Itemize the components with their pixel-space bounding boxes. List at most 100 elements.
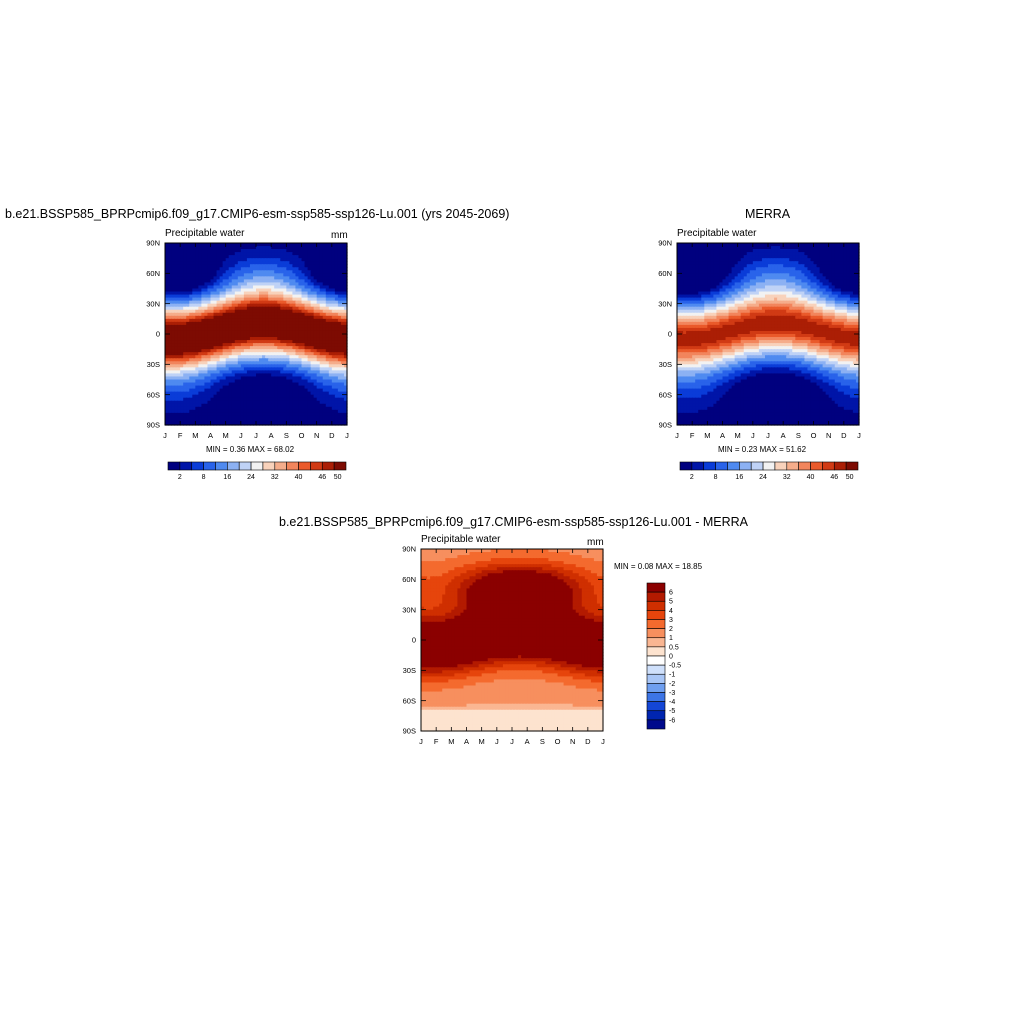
heatmap-cell (171, 352, 175, 356)
heatmap-cell (237, 243, 242, 247)
heatmap-cell (689, 282, 693, 287)
heatmap-cell (316, 267, 321, 271)
heatmap-cell (680, 276, 684, 280)
heatmap-cell (764, 246, 769, 250)
heatmap-cell (274, 334, 278, 338)
heatmap-cell (304, 397, 309, 402)
heatmap-cell (322, 297, 327, 302)
heatmap-cell (243, 267, 248, 271)
heatmap-cell (231, 391, 236, 396)
heatmap-cell (277, 415, 281, 420)
heatmap-cell (231, 403, 236, 408)
heatmap-cell (243, 285, 248, 290)
heatmap-cell (292, 261, 297, 265)
heatmap-cell (831, 273, 836, 277)
heatmap-cell (298, 421, 303, 426)
heatmap-cell (301, 294, 306, 299)
heatmap-cell (201, 409, 206, 414)
heatmap-cell (256, 321, 260, 326)
heatmap-cell (240, 370, 245, 375)
heatmap-cell (207, 300, 212, 305)
heatmap-cell (207, 324, 212, 329)
heatmap-cell (828, 264, 833, 268)
heatmap-cell (813, 291, 818, 296)
heatmap-cell (846, 303, 851, 308)
heatmap-cell (722, 294, 727, 299)
heatmap-cell (807, 303, 812, 308)
heatmap-cell (237, 373, 242, 378)
heatmap-cell (340, 261, 345, 265)
heatmap-cell (207, 258, 212, 262)
heatmap-cell (168, 400, 172, 405)
heatmap-cell (249, 309, 254, 314)
heatmap-cell (249, 346, 254, 350)
heatmap-cell (286, 388, 290, 393)
heatmap-cell (228, 258, 233, 262)
heatmap-cell (728, 273, 733, 277)
heatmap-cell (219, 282, 224, 287)
heatmap-cell (174, 388, 178, 393)
heatmap-cell (268, 388, 272, 393)
heatmap-cell (256, 261, 260, 265)
heatmap-cell (252, 321, 257, 326)
heatmap-cell (256, 264, 260, 268)
heatmap-cell (249, 397, 254, 402)
heatmap-cell (707, 300, 711, 305)
heatmap-cell (707, 288, 711, 293)
heatmap-cell (271, 252, 275, 256)
heatmap-cell (186, 252, 190, 256)
heatmap-cell (301, 355, 306, 359)
heatmap-cell (780, 252, 784, 256)
heatmap-cell (192, 352, 196, 356)
heatmap-cell (246, 285, 251, 290)
heatmap-cell (316, 373, 321, 378)
heatmap-cell (813, 285, 818, 290)
heatmap-cell (234, 303, 239, 308)
heatmap-cell (313, 385, 318, 390)
heatmap-cell (280, 364, 284, 368)
heatmap-cell (737, 294, 742, 299)
heatmap-cell (301, 255, 306, 259)
heatmap-cell (277, 397, 281, 402)
heatmap-cell (216, 309, 221, 314)
heatmap-cell (180, 306, 184, 311)
heatmap-cell (219, 373, 224, 378)
heatmap-cell (774, 288, 778, 293)
heatmap-cell (213, 367, 218, 371)
heatmap-cell (834, 261, 839, 265)
heatmap-cell (216, 312, 221, 317)
heatmap-cell (334, 403, 339, 408)
heatmap-cell (183, 276, 187, 280)
heatmap-cell (183, 315, 187, 320)
heatmap-cell (168, 406, 172, 411)
heatmap-cell (328, 421, 333, 426)
heatmap-cell (774, 291, 778, 296)
heatmap-cell (277, 358, 281, 362)
heatmap-cell (219, 340, 224, 344)
heatmap-cell (683, 246, 687, 250)
heatmap-cell (274, 330, 278, 335)
heatmap-cell (686, 303, 690, 308)
heatmap-cell (307, 355, 312, 359)
heatmap-cell (707, 243, 711, 247)
heatmap-cell (334, 324, 339, 329)
heatmap-cell (243, 309, 248, 314)
heatmap-cell (231, 421, 236, 426)
heatmap-cell (789, 264, 793, 268)
heatmap-cell (177, 270, 181, 274)
heatmap-cell (249, 358, 254, 362)
heatmap-cell (298, 358, 303, 362)
heatmap-cell (225, 358, 230, 362)
heatmap-cell (289, 264, 293, 268)
heatmap-cell (325, 412, 330, 417)
heatmap-cell (168, 315, 172, 320)
heatmap-cell (304, 418, 309, 423)
heatmap-cell (174, 343, 178, 347)
heatmap-cell (298, 264, 303, 268)
heatmap-cell (752, 270, 757, 274)
heatmap-cell (295, 273, 300, 277)
heatmap-cell (301, 276, 306, 280)
heatmap-cell (786, 249, 790, 253)
heatmap-cell (228, 285, 233, 290)
heatmap-cell (343, 361, 348, 365)
